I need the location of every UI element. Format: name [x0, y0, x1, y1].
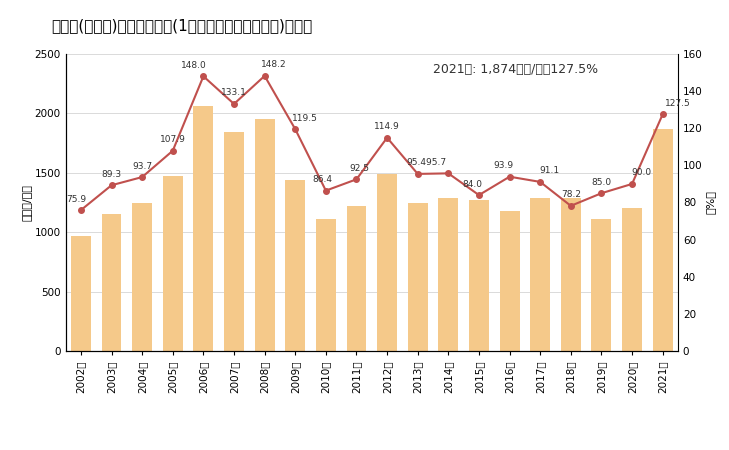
- Bar: [132, 202, 152, 351]
- Text: 127.5: 127.5: [665, 99, 691, 108]
- Text: 92.5: 92.5: [349, 164, 370, 173]
- Text: 114.9: 114.9: [374, 122, 400, 131]
- Y-axis label: ［%］: ［%］: [706, 190, 715, 215]
- Text: 93.9: 93.9: [494, 161, 513, 170]
- Bar: [438, 198, 459, 351]
- Bar: [499, 211, 520, 351]
- Bar: [193, 106, 214, 351]
- Bar: [346, 206, 367, 351]
- Text: 107.9: 107.9: [160, 135, 186, 144]
- Bar: [408, 202, 428, 351]
- Bar: [377, 174, 397, 351]
- Bar: [224, 132, 244, 351]
- Text: 91.1: 91.1: [539, 166, 559, 176]
- Bar: [163, 176, 183, 351]
- Text: 119.5: 119.5: [292, 114, 317, 123]
- Y-axis label: ［万円/人］: ［万円/人］: [22, 184, 32, 221]
- Bar: [316, 219, 336, 351]
- Bar: [71, 236, 91, 351]
- Bar: [101, 214, 122, 351]
- Bar: [652, 129, 673, 351]
- Text: 85.0: 85.0: [591, 178, 612, 187]
- Bar: [530, 198, 550, 351]
- Bar: [285, 180, 305, 351]
- Bar: [622, 208, 642, 351]
- Text: 78.2: 78.2: [561, 190, 581, 199]
- Text: 95.495.7: 95.495.7: [407, 158, 447, 167]
- Text: 148.2: 148.2: [261, 60, 286, 69]
- Text: 2021年: 1,874万円/人，127.5%: 2021年: 1,874万円/人，127.5%: [433, 63, 599, 76]
- Bar: [591, 219, 612, 351]
- Text: 148.0: 148.0: [182, 61, 207, 70]
- Bar: [469, 200, 489, 351]
- Text: 多摩市(東京都)の労働生産性(1人当たり粗付加価値額)の推移: 多摩市(東京都)の労働生産性(1人当たり粗付加価値額)の推移: [51, 18, 312, 33]
- Text: 86.4: 86.4: [313, 175, 333, 184]
- Text: 93.7: 93.7: [132, 162, 152, 171]
- Text: 133.1: 133.1: [221, 89, 247, 98]
- Text: 90.0: 90.0: [631, 168, 651, 177]
- Bar: [561, 198, 581, 351]
- Bar: [254, 119, 275, 351]
- Text: 84.0: 84.0: [463, 180, 483, 189]
- Text: 89.3: 89.3: [101, 170, 122, 179]
- Text: 75.9: 75.9: [66, 194, 87, 203]
